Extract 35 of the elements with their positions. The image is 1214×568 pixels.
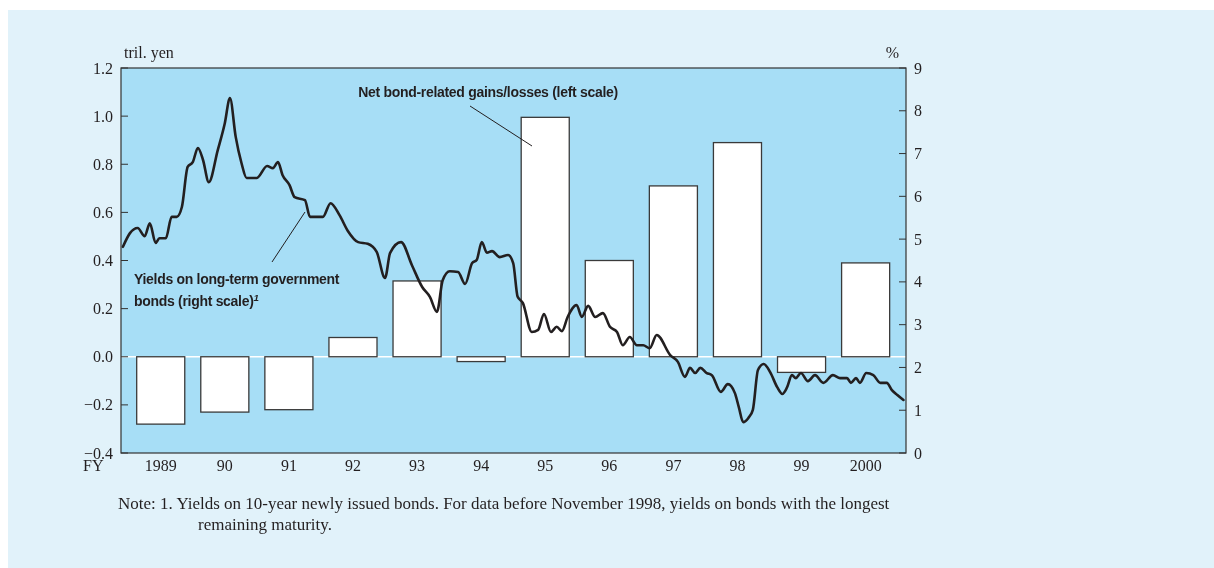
y2-tick-label: 2 — [914, 359, 922, 377]
x-tick-label: 94 — [473, 457, 490, 474]
y2-tick-label: 8 — [914, 102, 922, 120]
y2-tick-label: 9 — [914, 59, 922, 77]
x-tick-label: 2000 — [849, 457, 882, 474]
y2-tick-label: 7 — [914, 145, 922, 163]
y2-tick-label: 5 — [914, 230, 922, 248]
y2-axis-title: % — [885, 44, 899, 61]
series-label: Yields on long-term government bonds (right scale)$^{1}$ — [134, 271, 340, 309]
y-tick-label: 1.2 — [93, 59, 113, 77]
x-tick-label: 90 — [216, 457, 233, 474]
text: Note: 1. Yields on 10-year newly issued bonds. For data before November 1998, yields on bonds with the longest remaining maturity. — [118, 493, 891, 535]
y2-tick-label: 6 — [914, 187, 922, 205]
y-tick-label: 1.0 — [93, 107, 113, 125]
y-tick-label: 0.0 — [93, 348, 113, 366]
x-tick-label: 92 — [344, 457, 361, 474]
text: Net bond-related gains/losses (left scale) — [358, 84, 618, 100]
x-tick-label: 97 — [665, 457, 682, 474]
y2-tick-label: 0 — [914, 444, 922, 462]
y2-tick-label: 4 — [914, 273, 922, 291]
y-tick-label: 0.6 — [93, 203, 113, 221]
x-tick-label: 91 — [280, 457, 297, 474]
y-tick-label: −0.2 — [83, 396, 113, 414]
y-tick-label: 0.2 — [93, 300, 113, 318]
y-axis-title: tril. yen — [124, 44, 174, 62]
x-tick-label: 95 — [537, 457, 554, 474]
y2-tick-label: 3 — [914, 316, 922, 334]
x-tick-label: 99 — [793, 457, 810, 474]
y-tick-label: 0.8 — [93, 155, 113, 173]
x-tick-label: 93 — [409, 457, 426, 474]
y-tick-label: 0.4 — [93, 252, 113, 270]
x-tick-label: 96 — [601, 457, 618, 474]
x-tick-label: 1989 — [144, 457, 177, 474]
y2-tick-label: 1 — [914, 401, 922, 419]
x-tick-label: 98 — [729, 457, 746, 474]
